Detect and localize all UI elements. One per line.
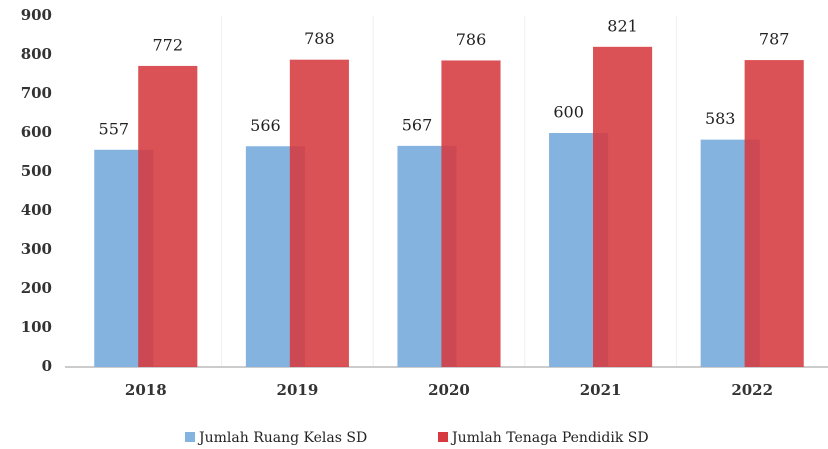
y-tick-label: 200 xyxy=(21,279,52,297)
bar xyxy=(289,59,349,368)
y-tick-label: 300 xyxy=(21,240,52,258)
legend-swatch xyxy=(438,432,448,442)
separators xyxy=(221,16,677,367)
y-tick-label: 0 xyxy=(42,357,52,375)
x-tick-label: 2018 xyxy=(125,381,167,399)
bar xyxy=(593,46,653,368)
y-tick-label: 800 xyxy=(21,45,52,63)
y-tick-label: 600 xyxy=(21,123,52,141)
data-label: 787 xyxy=(759,30,790,49)
data-label: 567 xyxy=(402,115,433,134)
data-label: 583 xyxy=(705,109,736,128)
bar xyxy=(744,60,804,367)
legend-swatch xyxy=(185,432,195,442)
data-label: 786 xyxy=(456,30,487,49)
y-tick-label: 900 xyxy=(21,6,52,24)
legend-label: Jumlah Ruang Kelas SD xyxy=(197,430,367,446)
data-label: 821 xyxy=(607,16,638,35)
x-tick-label: 2022 xyxy=(731,381,773,399)
bar xyxy=(441,60,501,368)
data-label: 788 xyxy=(304,29,335,48)
x-tick-label: 2021 xyxy=(580,381,622,399)
data-label: 566 xyxy=(250,116,281,135)
data-label: 772 xyxy=(153,35,184,54)
data-label: 600 xyxy=(553,103,584,122)
bar xyxy=(138,65,198,368)
y-tick-label: 700 xyxy=(21,84,52,102)
y-tick-label: 400 xyxy=(21,201,52,219)
y-tick-label: 500 xyxy=(21,162,52,180)
x-tick-label: 2020 xyxy=(428,381,470,399)
y-tick-label: 100 xyxy=(21,318,52,336)
legend-label: Jumlah Tenaga Pendidik SD xyxy=(450,430,649,446)
data-label: 557 xyxy=(99,119,130,138)
x-tick-label: 2019 xyxy=(277,381,319,399)
